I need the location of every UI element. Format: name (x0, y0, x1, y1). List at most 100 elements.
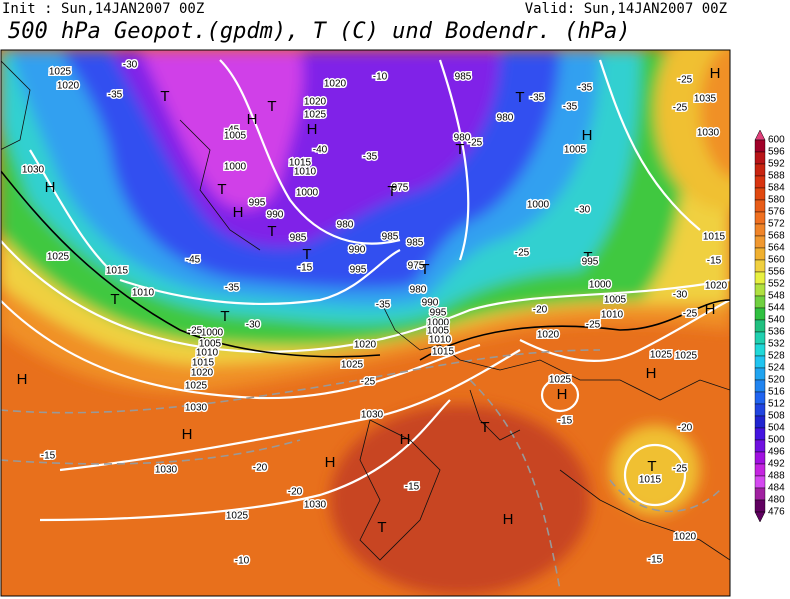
colorbar-label: 564 (768, 243, 785, 254)
colorbar-cell (754, 151, 766, 165)
contour-label: -25 (586, 320, 601, 331)
colorbar-label: 568 (768, 231, 785, 242)
contour-label: -25 (678, 75, 693, 86)
contour-label: 1005 (224, 131, 247, 142)
colorbar-label: 560 (768, 255, 785, 266)
pressure-center: H (710, 65, 721, 82)
contour-label: 995 (430, 308, 447, 319)
colorbar-cell (754, 223, 766, 237)
colorbar-label: 504 (768, 423, 785, 434)
contour-label: 1010 (601, 310, 624, 321)
colorbar-cell (754, 295, 766, 309)
pressure-center: T (220, 308, 229, 325)
pressure-center: H (325, 454, 336, 471)
contour-label: -15 (405, 482, 420, 493)
contour-label: 995 (249, 198, 266, 209)
contour-label: 1020 (304, 97, 327, 108)
colorbar-label: 540 (768, 315, 785, 326)
colorbar-label: 532 (768, 339, 785, 350)
colorbar-cell (754, 235, 766, 249)
colorbar-cell (754, 175, 766, 189)
colorbar-label: 556 (768, 267, 785, 278)
contour-label: -40 (313, 145, 328, 156)
contour-label: -35 (530, 93, 545, 104)
contour-label: 1010 (132, 288, 155, 299)
pressure-center: H (503, 511, 514, 528)
map-frame (0, 49, 731, 597)
contour-label: 1025 (304, 110, 327, 121)
contour-label: -30 (123, 60, 138, 71)
pressure-center: T (515, 89, 524, 106)
contour-label: 1030 (185, 403, 208, 414)
pressure-center: H (233, 204, 244, 221)
contour-label: 1020 (674, 532, 697, 543)
colorbar-label: 484 (768, 483, 785, 494)
contour-label: 985 (407, 238, 424, 249)
colorbar-label: 596 (768, 147, 785, 158)
colorbar-cell (754, 199, 766, 213)
colorbar-label: 584 (768, 183, 785, 194)
contour-label: -15 (298, 263, 313, 274)
colorbar-cell (754, 283, 766, 297)
colorbar-cell (754, 319, 766, 333)
contour-label: 1010 (429, 335, 452, 346)
colorbar-cell (754, 499, 766, 513)
contour-label: 1025 (49, 67, 72, 78)
colorbar-label: 544 (768, 303, 785, 314)
contour-label: -35 (578, 83, 593, 94)
colorbar-label: 488 (768, 471, 785, 482)
contour-label: 990 (422, 298, 439, 309)
colorbar-label: 536 (768, 327, 785, 338)
contour-label: 1000 (296, 188, 319, 199)
colorbar-label: 512 (768, 399, 785, 410)
contour-label: 1020 (57, 81, 80, 92)
contour-label: -10 (235, 556, 250, 567)
colorbar-label: 548 (768, 291, 785, 302)
contour-label: 1005 (199, 339, 222, 350)
contour-label: 980 (337, 220, 354, 231)
contour-label: 1025 (650, 350, 673, 361)
colorbar-cell (754, 427, 766, 441)
contour-label: -15 (558, 416, 573, 427)
colorbar-cell (754, 475, 766, 489)
colorbar-label: 508 (768, 411, 785, 422)
contour-label: 1000 (589, 280, 612, 291)
colorbar: 6005965925885845805765725685645605565525… (754, 129, 785, 523)
colorbar-cell (754, 367, 766, 381)
contour-label: 990 (267, 210, 284, 221)
pressure-center: T (455, 141, 464, 158)
pressure-center: T (480, 419, 489, 436)
pressure-center: H (182, 426, 193, 443)
init-time: Init : Sun,14JAN2007 00Z (2, 1, 204, 17)
colorbar-label: 588 (768, 171, 785, 182)
colorbar-label: 496 (768, 447, 785, 458)
contour-label: -25 (683, 309, 698, 320)
contour-label: -35 (108, 90, 123, 101)
contour-label: 1015 (192, 358, 215, 369)
colorbar-label: 500 (768, 435, 785, 446)
pressure-center: H (45, 179, 56, 196)
colorbar-cell (754, 355, 766, 369)
contour-label: -30 (246, 320, 261, 331)
colorbar-cell (754, 259, 766, 273)
pressure-center: T (420, 261, 429, 278)
contour-label: 1000 (224, 162, 247, 173)
pressure-center: H (400, 431, 411, 448)
colorbar-cell (754, 379, 766, 393)
colorbar-label: 524 (768, 363, 785, 374)
contour-label: 1015 (703, 232, 726, 243)
colorbar-cell (754, 487, 766, 501)
colorbar-cell (754, 343, 766, 357)
pressure-center: T (217, 181, 226, 198)
colorbar-label: 528 (768, 351, 785, 362)
contour-label: 1005 (604, 295, 627, 306)
contour-label: 1015 (106, 266, 129, 277)
pressure-center: T (647, 458, 656, 475)
pressure-center: H (705, 301, 716, 318)
contour-label: 1005 (564, 145, 587, 156)
contour-label: 985 (290, 233, 307, 244)
contour-label: 1015 (432, 347, 455, 358)
colorbar-cell (754, 139, 766, 153)
contour-label: 1020 (191, 368, 214, 379)
